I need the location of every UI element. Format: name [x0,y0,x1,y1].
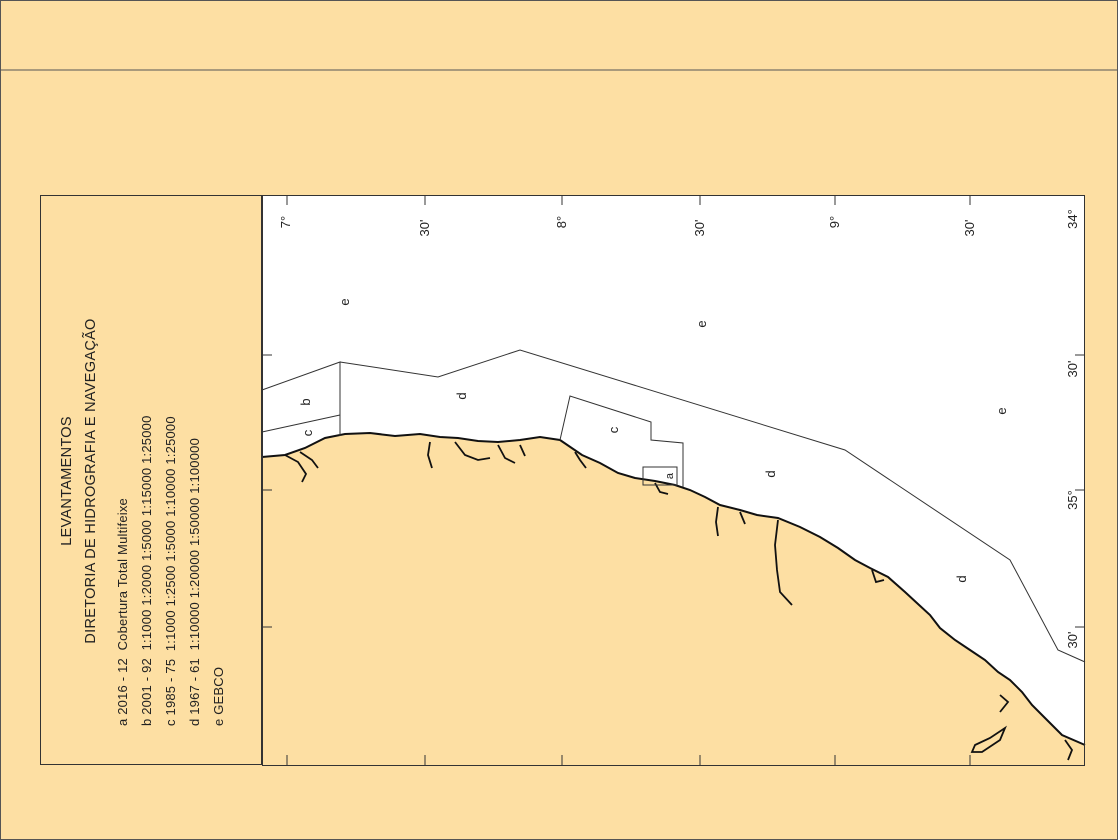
boundary-b-c [261,414,341,433]
area-label-a: a [664,472,676,479]
area-label-d: d [454,392,469,399]
sea-area [262,195,1085,745]
rivers [284,441,1074,761]
lat-label-8-30: 30' [692,220,707,237]
survey-boundaries [261,349,1086,663]
lat-label-34: 34° [1065,209,1080,229]
legend-panel: LEVANTAMENTOS DIRETORIA DE HIDROGRAFIA E… [40,195,262,765]
lat-label-8: 8° [554,216,569,228]
lon-ticks [262,354,1085,628]
lat-label-9-30: 30' [962,220,977,237]
area-label-e: e [994,407,1009,414]
area-label-e: e [337,298,352,305]
area-label-d: d [954,575,969,582]
lat-label-7: 7° [278,216,293,228]
boundary-a [642,466,678,486]
area-label-c: c [300,429,315,436]
lat-label-9: 9° [827,216,842,228]
lon-label-34-30: 30' [1065,361,1080,378]
area-label-c: c [606,426,621,433]
land-area [262,433,1085,765]
lat-ticks [286,195,971,765]
lat-label-7-30: 30' [417,220,432,237]
boundary-c [559,395,684,487]
map-frame [262,195,1085,766]
lon-label-35-30: 30' [1065,632,1080,649]
boundary-d-outer [339,349,1086,663]
area-label-b: b [298,398,313,405]
area-label-e: e [694,320,709,327]
area-label-d: d [763,470,778,477]
lon-label-35: 35° [1065,490,1080,510]
coastline [261,431,1086,746]
